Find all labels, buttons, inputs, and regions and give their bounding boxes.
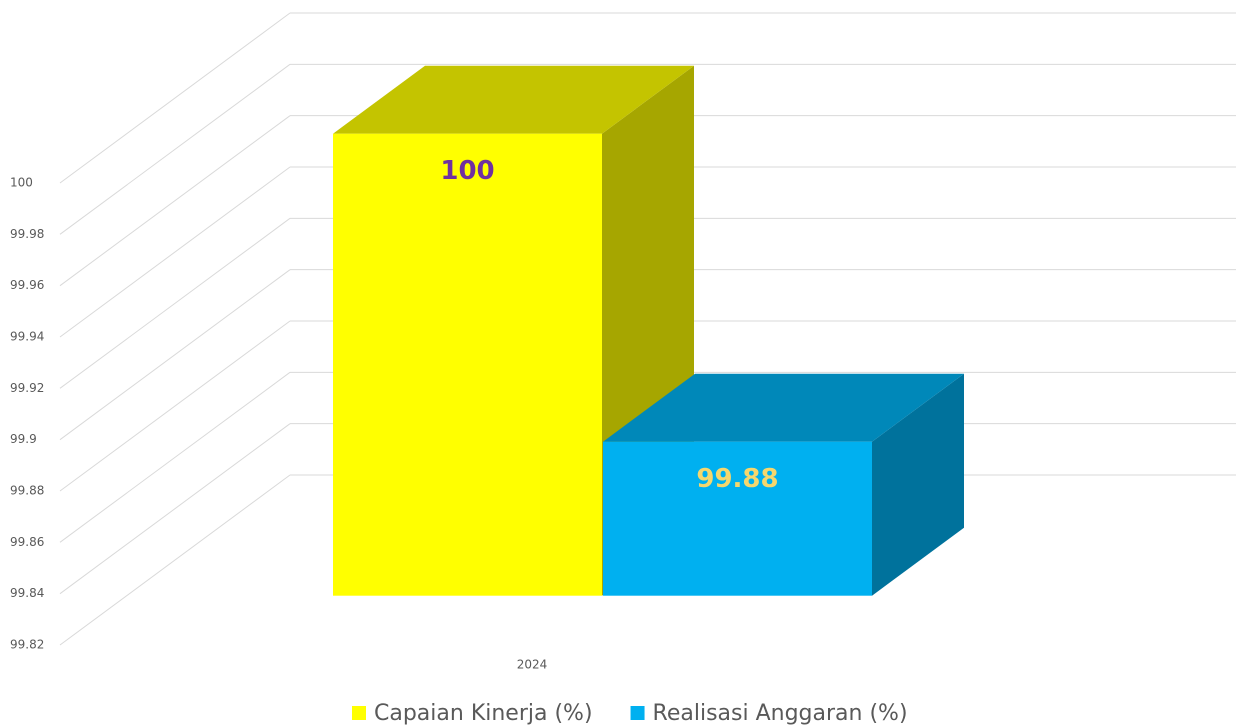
data-label: 100 — [440, 156, 494, 186]
y-tick-label: 99.92 — [10, 381, 44, 395]
grid-line — [59, 12, 291, 184]
legend-label: Capaian Kinerja (%) — [374, 701, 593, 726]
x-tick-label: 2024 — [517, 658, 548, 672]
legend-swatch — [630, 706, 645, 720]
y-tick-label: 100 — [10, 176, 33, 190]
grid-line — [59, 166, 291, 338]
grid-line — [59, 474, 291, 646]
grid-line — [59, 115, 291, 287]
bar-top — [333, 65, 694, 134]
y-tick-label: 99.98 — [10, 227, 44, 241]
legend-label: Realisasi Anggaran (%) — [653, 701, 908, 726]
grid-line — [59, 320, 291, 492]
grid-line — [59, 269, 291, 441]
bar-side — [872, 373, 964, 596]
grid-line — [59, 217, 291, 389]
y-tick-label: 99.9 — [10, 432, 37, 446]
grid-line — [59, 423, 291, 595]
y-tick-label: 99.86 — [10, 535, 44, 549]
y-tick-label: 99.82 — [10, 638, 44, 652]
grid-line — [59, 371, 291, 543]
data-label: 99.88 — [696, 464, 778, 494]
y-tick-label: 99.84 — [10, 586, 44, 600]
legend-swatch — [352, 706, 366, 720]
y-tick-label: 99.96 — [10, 278, 44, 292]
bar-top — [603, 373, 964, 442]
y-tick-label: 99.94 — [10, 330, 44, 344]
bar — [603, 441, 872, 596]
grid-line — [59, 63, 291, 235]
bar — [333, 133, 602, 596]
y-tick-label: 99.88 — [10, 484, 44, 498]
